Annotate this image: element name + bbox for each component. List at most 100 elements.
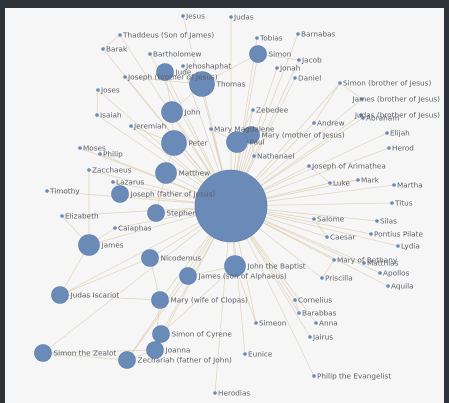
graph-node[interactable] <box>87 168 91 172</box>
graph-node[interactable] <box>338 81 342 85</box>
graph-node[interactable] <box>189 71 215 97</box>
graph-node[interactable] <box>251 108 255 112</box>
graph-node-label: Aquila <box>391 282 414 291</box>
graph-node[interactable] <box>332 258 336 262</box>
graph-edge <box>313 218 328 238</box>
graph-node[interactable] <box>45 189 49 193</box>
graph-node-label: Cornelius <box>298 296 332 305</box>
graph-node[interactable] <box>307 164 311 168</box>
network-graph[interactable]: Jesus Judas Thaddeus (Son of James) Barak Ba… <box>5 8 444 403</box>
graph-node[interactable] <box>385 131 389 135</box>
graph-node[interactable] <box>297 58 301 62</box>
graph-node-label: Priscilla <box>325 274 353 283</box>
graph-node-label: Thomas <box>216 80 246 89</box>
graph-node[interactable] <box>297 311 301 315</box>
graph-node[interactable] <box>101 47 105 51</box>
graph-node[interactable] <box>378 271 382 275</box>
graph-node[interactable] <box>161 130 187 156</box>
graph-node-label: Philip <box>103 150 123 159</box>
graph-node-hub[interactable] <box>194 169 268 243</box>
graph-node[interactable] <box>249 45 267 63</box>
graph-node[interactable] <box>129 124 133 128</box>
graph-node[interactable] <box>229 15 233 19</box>
graph-node-label: Jehoshaphat <box>185 62 231 71</box>
graph-node[interactable] <box>243 352 247 356</box>
graph-node[interactable] <box>151 291 169 309</box>
graph-node[interactable] <box>156 63 174 81</box>
graph-node-label: Isaiah <box>100 111 122 120</box>
graph-node[interactable] <box>60 214 64 218</box>
graph-node[interactable] <box>96 88 100 92</box>
graph-node[interactable] <box>111 180 115 184</box>
graph-node[interactable] <box>361 116 365 120</box>
graph-node-label: Thaddeus (Son of James) <box>122 31 214 40</box>
graph-node-label: Simeon <box>259 319 286 328</box>
graph-node[interactable] <box>386 284 390 288</box>
graph-node[interactable] <box>118 351 136 369</box>
graph-node[interactable] <box>148 52 152 56</box>
graph-node-label: James (brother of Jesus) <box>352 95 441 104</box>
graph-node-label: Mark <box>361 176 380 185</box>
graph-node-label: John <box>184 108 201 117</box>
graph-node[interactable] <box>78 146 82 150</box>
graph-node[interactable] <box>362 261 366 265</box>
graph-node[interactable] <box>390 201 394 205</box>
graph-node-label: Jude <box>175 68 192 77</box>
graph-node[interactable] <box>146 341 164 359</box>
graph-node[interactable] <box>312 374 316 378</box>
graph-node[interactable] <box>252 154 256 158</box>
graph-node[interactable] <box>226 131 248 153</box>
graph-node[interactable] <box>356 178 360 182</box>
node-layer <box>34 14 400 395</box>
graph-node[interactable] <box>314 321 318 325</box>
graph-node[interactable] <box>123 75 127 79</box>
graph-node[interactable] <box>51 286 69 304</box>
graph-node[interactable] <box>118 33 122 37</box>
graph-node[interactable] <box>152 325 170 343</box>
graph-node[interactable] <box>392 183 396 187</box>
graph-node[interactable] <box>275 66 279 70</box>
graph-node[interactable] <box>328 181 332 185</box>
graph-node[interactable] <box>359 113 363 117</box>
graph-node-label: Barabbas <box>302 309 337 318</box>
graph-edge <box>59 294 161 301</box>
graph-node[interactable] <box>254 321 258 325</box>
graph-node[interactable] <box>155 162 177 184</box>
graph-node[interactable] <box>320 276 324 280</box>
graph-node[interactable] <box>325 235 329 239</box>
graph-node[interactable] <box>147 204 165 222</box>
graph-node[interactable] <box>98 152 102 156</box>
graph-node[interactable] <box>387 146 391 150</box>
graph-node[interactable] <box>113 226 117 230</box>
graph-node[interactable] <box>293 76 297 80</box>
graph-node[interactable] <box>179 267 197 285</box>
graph-node[interactable] <box>224 255 246 277</box>
graph-node-label: Bartholomew <box>153 50 202 59</box>
graph-node[interactable] <box>312 217 316 221</box>
graph-node[interactable] <box>161 101 183 123</box>
graph-node[interactable] <box>293 298 297 302</box>
graph-node[interactable] <box>369 232 373 236</box>
graph-node[interactable] <box>375 219 379 223</box>
graph-edge <box>339 82 363 100</box>
graph-node-label: Tobias <box>259 34 283 43</box>
graph-node[interactable] <box>296 32 300 36</box>
graph-node-label: Anna <box>319 319 338 328</box>
graph-node[interactable] <box>181 64 185 68</box>
graph-node[interactable] <box>308 335 312 339</box>
graph-node[interactable] <box>34 344 52 362</box>
graph-node[interactable] <box>141 249 159 267</box>
graph-node[interactable] <box>213 391 217 395</box>
graph-node-label: Joseph of Arimathea <box>311 162 386 171</box>
graph-node-label: Luke <box>333 179 351 188</box>
graph-node[interactable] <box>209 127 213 131</box>
graph-node[interactable] <box>360 97 364 101</box>
graph-node[interactable] <box>111 185 129 203</box>
graph-node[interactable] <box>78 234 100 256</box>
graph-node[interactable] <box>396 244 400 248</box>
graph-node[interactable] <box>255 36 259 40</box>
graph-node[interactable] <box>95 113 99 117</box>
graph-node[interactable] <box>181 14 185 18</box>
graph-node-label: Mary Magdalene <box>214 125 275 134</box>
graph-node[interactable] <box>312 121 316 125</box>
